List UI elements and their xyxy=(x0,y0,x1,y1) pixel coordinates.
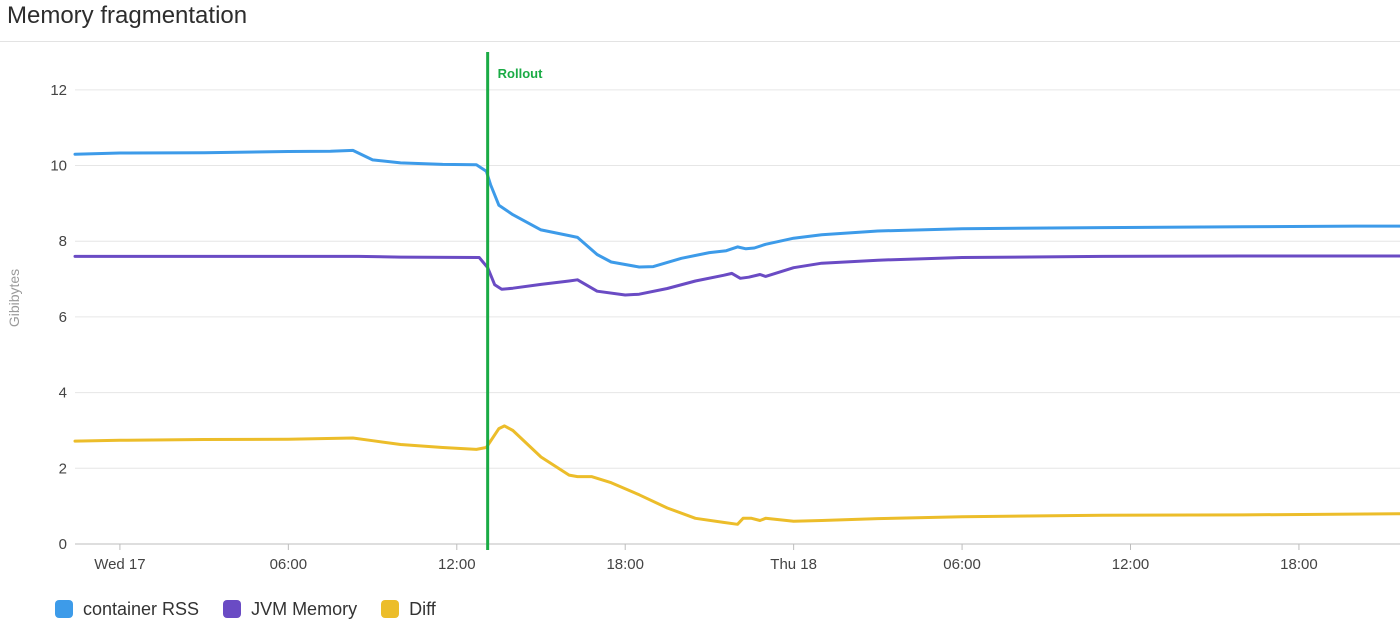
legend-item-diff[interactable]: Diff xyxy=(381,599,436,620)
grid-layer xyxy=(75,89,1400,545)
x-tick-label: Thu 18 xyxy=(770,556,817,573)
x-tick-label: 12:00 xyxy=(1112,556,1150,573)
series-line-jvm-memory xyxy=(73,254,1400,297)
y-axis-label: Gibibytes xyxy=(6,269,22,327)
x-tick-label: 18:00 xyxy=(1280,556,1318,573)
x-tick-label: 12:00 xyxy=(438,556,476,573)
series-line-container-rss xyxy=(73,148,1400,269)
y-tick-label: 12 xyxy=(50,82,67,99)
y-tick-label: 0 xyxy=(59,536,67,553)
annotation-layer: Rollout xyxy=(486,52,543,550)
axis-layer: 0 2 4 6 8 10 12 Wed 17 06:00 12:00 18:00 Thu 18 06:0… xyxy=(6,82,1318,573)
legend-swatch-container-rss xyxy=(55,600,73,618)
legend-item-jvm-memory[interactable]: JVM Memory xyxy=(223,599,357,620)
y-tick-label: 6 xyxy=(59,309,67,326)
chart-title: Memory fragmentation xyxy=(7,2,248,29)
y-tick-label: 2 xyxy=(59,460,67,477)
legend-label-container-rss: container RSS xyxy=(83,598,200,619)
y-tick-label: 4 xyxy=(59,385,67,402)
x-tick-label: Wed 17 xyxy=(94,556,145,573)
x-tick-label: 06:00 xyxy=(270,556,308,573)
legend: container RSS JVM Memory Diff xyxy=(55,597,436,621)
legend-swatch-jvm-memory xyxy=(223,600,242,618)
legend-label-jvm-memory: JVM Memory xyxy=(251,598,358,619)
rollout-marker-label: Rollout xyxy=(498,66,543,81)
legend-swatch-diff xyxy=(381,600,400,618)
series-layer xyxy=(73,148,1400,526)
x-tick-label: 06:00 xyxy=(943,556,981,573)
y-tick-label: 10 xyxy=(50,158,67,175)
x-tick-label: 18:00 xyxy=(606,556,644,573)
y-tick-label: 8 xyxy=(59,233,67,250)
title-divider xyxy=(0,41,1400,42)
series-line-diff xyxy=(73,424,1400,526)
legend-label-diff: Diff xyxy=(409,598,436,619)
legend-item-container-rss[interactable]: container RSS xyxy=(55,599,199,620)
